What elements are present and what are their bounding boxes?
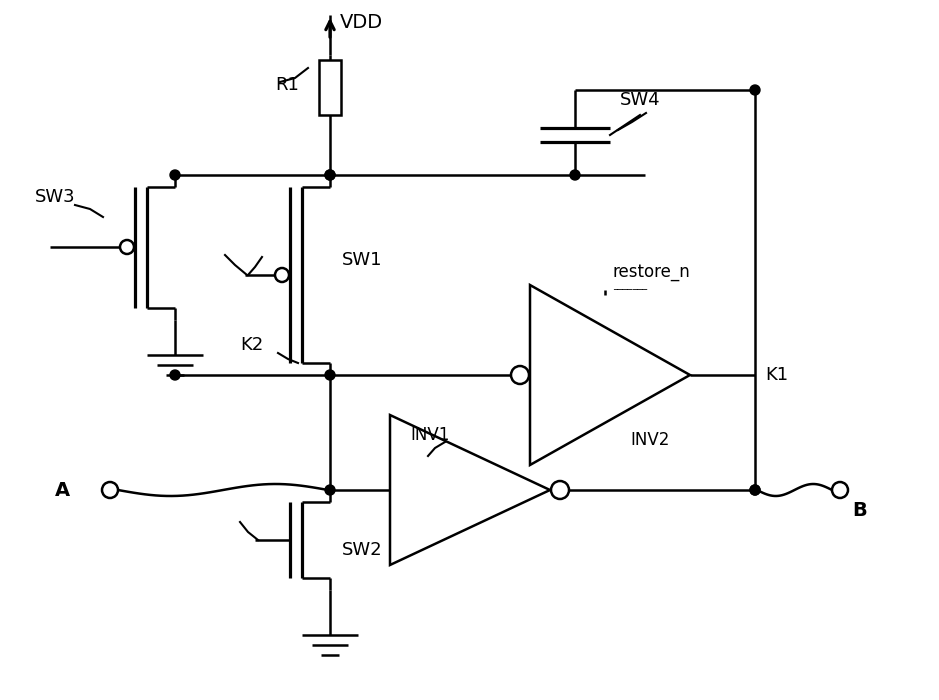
Circle shape: [570, 170, 580, 180]
Circle shape: [325, 370, 335, 380]
Circle shape: [750, 85, 760, 95]
Text: SW2: SW2: [342, 541, 382, 559]
Circle shape: [275, 268, 289, 282]
Text: VDD: VDD: [340, 13, 383, 32]
Text: A: A: [55, 480, 70, 500]
Text: SW4: SW4: [620, 91, 661, 109]
Circle shape: [325, 170, 335, 180]
Bar: [319, 60, 341, 115]
Circle shape: [511, 366, 529, 384]
Text: K1: K1: [765, 366, 788, 384]
Text: INV2: INV2: [630, 431, 670, 449]
Text: B: B: [852, 500, 867, 519]
Text: SW1: SW1: [342, 251, 382, 269]
Circle shape: [120, 240, 134, 254]
Circle shape: [170, 170, 180, 180]
Text: K2: K2: [240, 336, 263, 354]
Text: SW3: SW3: [35, 188, 76, 206]
Circle shape: [750, 485, 760, 495]
Circle shape: [325, 170, 335, 180]
Text: INV1: INV1: [410, 426, 450, 444]
Circle shape: [551, 481, 569, 499]
Text: restore_n: restore_n: [613, 263, 691, 281]
Text: R1: R1: [275, 76, 299, 94]
Circle shape: [750, 485, 760, 495]
Circle shape: [170, 370, 180, 380]
Circle shape: [102, 482, 118, 498]
Text: _______: _______: [613, 280, 647, 290]
Circle shape: [325, 485, 335, 495]
Circle shape: [832, 482, 848, 498]
